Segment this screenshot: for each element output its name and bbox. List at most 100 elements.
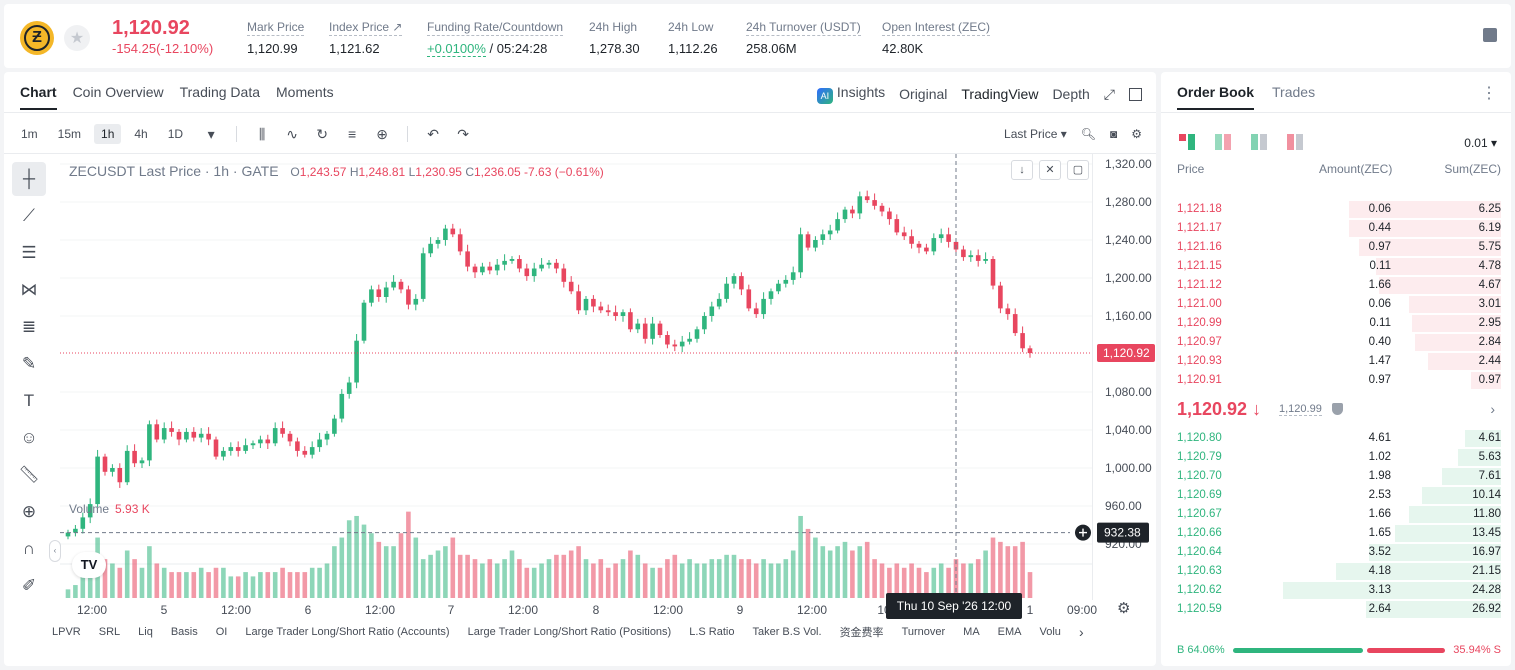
indicator-chip[interactable]: L.S Ratio — [689, 626, 735, 638]
indicator-chip[interactable]: Taker B.S Vol. — [752, 626, 822, 638]
close-icon[interactable]: ✕ — [1039, 160, 1061, 180]
timeframe-15m[interactable]: 15m — [57, 127, 82, 141]
ruler-icon[interactable]: 📏︎ — [18, 465, 40, 484]
order-book-row[interactable]: 1,120.66 1.65 13.45 — [1161, 524, 1511, 543]
order-book-row[interactable]: 1,120.69 2.53 10.14 — [1161, 486, 1511, 505]
chart-settings-icon[interactable]: ⚙ — [1117, 600, 1131, 617]
more-icon[interactable]: ⋮ — [1481, 85, 1497, 102]
pencil-lock-icon[interactable]: ✐ — [21, 576, 37, 595]
maximize-icon[interactable]: ▢ — [1067, 160, 1089, 180]
row-sum: 2.84 — [1478, 336, 1501, 348]
indicator-chip[interactable]: Liq — [138, 626, 153, 638]
crosshair-add-icon[interactable] — [1075, 524, 1091, 541]
indicator-chip[interactable]: LPVR — [52, 626, 81, 638]
zoom-icon[interactable]: ⊕ — [21, 502, 37, 521]
timeframe-4h[interactable]: 4h — [134, 127, 148, 141]
chevron-right-icon[interactable]: › — [1490, 401, 1495, 417]
indicator-chip[interactable]: Basis — [170, 626, 198, 638]
indicator-chip[interactable]: 资金费率 — [839, 627, 884, 639]
indicator-chip[interactable]: Large Trader Long/Short Ratio (Positions… — [467, 626, 672, 638]
favorite-star-icon[interactable]: ★ — [64, 25, 90, 51]
trend-line-icon[interactable]: ⟋ — [23, 206, 35, 225]
order-book-row[interactable]: 1,121.18 0.06 6.25 — [1161, 200, 1511, 219]
stat-open-interest[interactable]: Open Interest (ZEC) 42.80K — [882, 20, 991, 56]
candles-icon[interactable]: ⫼ — [258, 125, 266, 142]
order-book-row[interactable]: 1,120.59 2.64 26.92 — [1161, 600, 1511, 619]
crosshair-icon[interactable]: ┼ — [12, 162, 46, 196]
order-book-row[interactable]: 1,120.91 0.97 0.97 — [1161, 371, 1511, 390]
order-book-row[interactable]: 1,120.99 0.11 2.95 — [1161, 314, 1511, 333]
indicator-chip[interactable]: Volu — [1039, 626, 1061, 638]
layout-bids-icon[interactable] — [1251, 134, 1267, 150]
timeframe-1h[interactable]: 1h — [94, 124, 122, 144]
stat-index-price[interactable]: Index Price ↗ 1,121.62 — [329, 20, 403, 56]
stat-mark-price[interactable]: Mark Price 1,120.99 — [247, 20, 305, 56]
layout-asks-icon[interactable] — [1287, 134, 1303, 150]
order-book-row[interactable]: 1,121.17 0.44 6.19 — [1161, 219, 1511, 238]
time-axis[interactable]: 12:00 5 12:00 6 12:00 7 12:00 8 12:00 9 12:00 10 1 09… — [60, 600, 1097, 620]
search-icon[interactable]: 🔍︎ — [1080, 127, 1096, 141]
expand-icon[interactable]: ⤢ — [1103, 85, 1115, 102]
order-book-row[interactable]: 1,120.80 4.61 4.61 — [1161, 429, 1511, 448]
order-book-row[interactable]: 1,120.97 0.40 2.84 — [1161, 333, 1511, 352]
tab-coin-overview[interactable]: Coin Overview — [72, 84, 164, 100]
view-tradingview[interactable]: TradingView — [961, 86, 1039, 102]
indicator-chip[interactable]: MA — [963, 626, 980, 638]
undo-icon[interactable]: ↶ — [427, 125, 439, 142]
view-original[interactable]: Original — [899, 86, 948, 102]
price-type-select[interactable]: Last Price ▾ — [1004, 127, 1067, 141]
order-book-row[interactable]: 1,120.62 3.13 24.28 — [1161, 581, 1511, 600]
caret-down-icon[interactable]: ▾ — [207, 125, 215, 142]
fib-icon[interactable]: ≣ — [21, 317, 37, 336]
price-axis[interactable]: 1,320.00 1,280.00 1,240.00 1,200.00 1,160.00… — [1092, 154, 1156, 600]
window-icon[interactable] — [1129, 87, 1142, 101]
notes-icon[interactable] — [1483, 28, 1497, 42]
tab-chart[interactable]: Chart — [20, 84, 57, 110]
stat-funding-rate[interactable]: Funding Rate/Countdown +0.0100% / 05:24:… — [427, 20, 564, 57]
tab-moments[interactable]: Moments — [276, 84, 334, 100]
layout-split-icon[interactable] — [1215, 134, 1231, 150]
order-book-row[interactable]: 1,121.00 0.06 3.01 — [1161, 295, 1511, 314]
timeframe-1m[interactable]: 1m — [21, 127, 38, 141]
camera-icon[interactable]: ◙ — [1109, 127, 1118, 141]
emoji-icon[interactable]: ☺ — [20, 428, 38, 447]
stat-24h-turnover[interactable]: 24h Turnover (USDT) 258.06M — [746, 20, 861, 56]
scroll-down-icon[interactable]: ↓ — [1011, 160, 1033, 180]
order-book-row[interactable]: 1,121.12 1.66 4.67 — [1161, 276, 1511, 295]
redo-icon[interactable]: ↷ — [457, 125, 469, 142]
precision-select[interactable]: 0.01 ▾ — [1464, 136, 1497, 150]
order-book-row[interactable]: 1,120.79 1.02 5.63 — [1161, 448, 1511, 467]
order-book-row[interactable]: 1,120.93 1.47 2.44 — [1161, 352, 1511, 371]
indicators-icon[interactable]: ∿ — [286, 125, 298, 142]
chevron-right-icon[interactable]: › — [1078, 624, 1084, 640]
horizontal-lines-icon[interactable]: ☰ — [21, 243, 37, 262]
order-book-row[interactable]: 1,120.63 4.18 21.15 — [1161, 562, 1511, 581]
magnet-icon[interactable]: ∩ — [22, 539, 36, 558]
replay-icon[interactable]: ↻ — [316, 125, 328, 142]
candlestick-chart[interactable] — [60, 154, 1092, 600]
order-book-row[interactable]: 1,120.64 3.52 16.97 — [1161, 543, 1511, 562]
view-depth[interactable]: Depth — [1052, 86, 1090, 102]
timeframe-1d[interactable]: 1D — [167, 127, 184, 141]
add-indicator-icon[interactable]: ⊕ — [376, 125, 388, 142]
order-book-row[interactable]: 1,121.15 0.11 4.78 — [1161, 257, 1511, 276]
tab-trades[interactable]: Trades — [1272, 84, 1316, 100]
gear-icon[interactable]: ⚙ — [1131, 127, 1142, 141]
indicator-chip[interactable]: Large Trader Long/Short Ratio (Accounts) — [245, 626, 450, 638]
layout-both-icon[interactable] — [1179, 134, 1195, 150]
brush-icon[interactable]: ✎ — [21, 354, 37, 373]
templates-icon[interactable]: ≡ — [347, 126, 357, 142]
indicator-chip[interactable]: EMA — [997, 626, 1022, 638]
order-book-row[interactable]: 1,120.67 1.66 11.80 — [1161, 505, 1511, 524]
indicator-chip[interactable]: OI — [215, 626, 228, 638]
order-book-row[interactable]: 1,121.16 0.97 5.75 — [1161, 238, 1511, 257]
tab-trading-data[interactable]: Trading Data — [179, 84, 261, 100]
indicator-chip[interactable]: SRL — [98, 626, 121, 638]
order-book-row[interactable]: 1,120.70 1.98 7.61 — [1161, 467, 1511, 486]
indicator-chip[interactable]: Turnover — [901, 626, 946, 638]
tab-order-book[interactable]: Order Book — [1177, 84, 1255, 110]
text-icon[interactable]: T — [23, 391, 35, 410]
pattern-icon[interactable]: ⋈ — [20, 280, 38, 299]
collapse-sidebar-icon[interactable]: ‹ — [49, 540, 61, 562]
insights-button[interactable]: AI Insights — [816, 84, 885, 104]
